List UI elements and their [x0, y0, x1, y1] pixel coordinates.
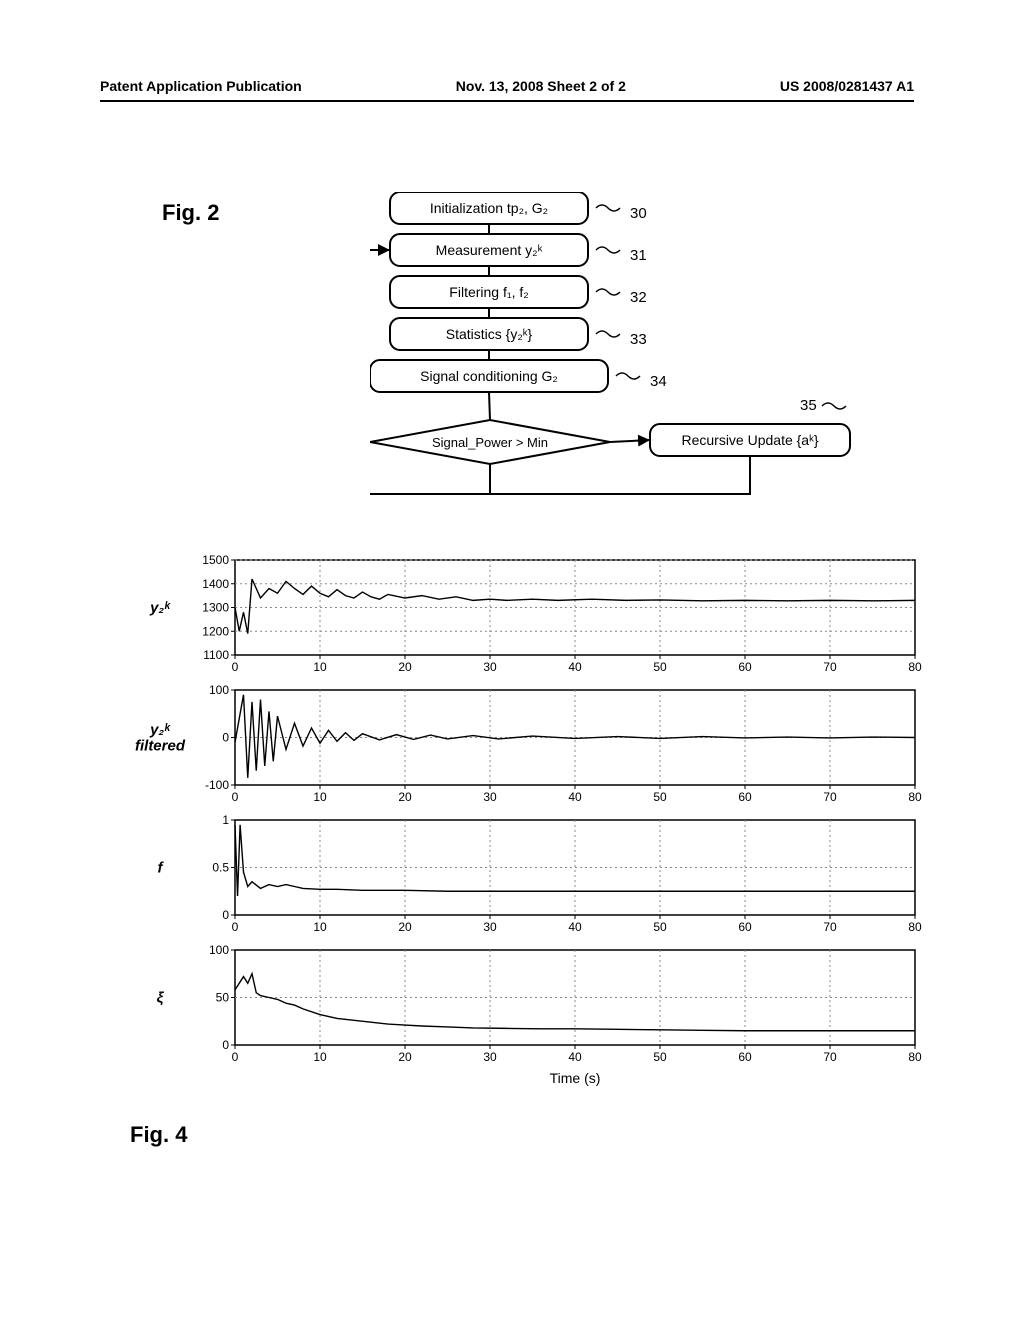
svg-text:40: 40 [568, 1050, 582, 1064]
svg-text:60: 60 [738, 1050, 752, 1064]
svg-text:1: 1 [222, 813, 229, 827]
svg-text:30: 30 [483, 1050, 497, 1064]
page-header: Patent Application Publication Nov. 13, … [100, 78, 914, 102]
svg-text:ξ: ξ [157, 990, 165, 1007]
svg-text:33: 33 [630, 331, 647, 348]
svg-text:70: 70 [823, 660, 837, 674]
svg-text:y₂ᵏ: y₂ᵏ [149, 600, 171, 617]
svg-text:32: 32 [630, 289, 647, 306]
svg-text:80: 80 [908, 790, 922, 804]
svg-text:30: 30 [483, 920, 497, 934]
svg-text:0.5: 0.5 [212, 861, 229, 875]
svg-text:f: f [158, 860, 165, 877]
figure-2-flowchart: Initialization tp₂, G₂ 30 Measurement y₂ᵏ 3… [370, 192, 890, 527]
svg-text:10: 10 [313, 790, 327, 804]
svg-text:100: 100 [209, 683, 229, 697]
svg-text:Measurement y₂ᵏ: Measurement y₂ᵏ [436, 242, 543, 258]
svg-text:31: 31 [630, 247, 647, 264]
svg-text:0: 0 [222, 908, 229, 922]
header-right: US 2008/0281437 A1 [780, 78, 914, 100]
svg-text:30: 30 [630, 205, 647, 222]
svg-text:1300: 1300 [202, 601, 229, 615]
svg-text:10: 10 [313, 1050, 327, 1064]
svg-text:0: 0 [232, 790, 239, 804]
svg-text:40: 40 [568, 920, 582, 934]
svg-text:0: 0 [232, 920, 239, 934]
header-center: Nov. 13, 2008 Sheet 2 of 2 [456, 78, 626, 100]
svg-text:80: 80 [908, 920, 922, 934]
svg-text:1200: 1200 [202, 624, 229, 638]
svg-text:60: 60 [738, 790, 752, 804]
svg-text:60: 60 [738, 660, 752, 674]
svg-text:1400: 1400 [202, 577, 229, 591]
svg-text:20: 20 [398, 920, 412, 934]
flowchart-svg: Initialization tp₂, G₂ 30 Measurement y₂ᵏ 3… [370, 192, 890, 522]
svg-text:70: 70 [823, 790, 837, 804]
page: Patent Application Publication Nov. 13, … [0, 0, 1024, 1320]
svg-text:35: 35 [800, 397, 817, 414]
svg-text:34: 34 [650, 373, 667, 390]
svg-text:80: 80 [908, 1050, 922, 1064]
svg-text:100: 100 [209, 943, 229, 957]
header-left: Patent Application Publication [100, 78, 302, 100]
svg-text:0: 0 [232, 1050, 239, 1064]
svg-text:60: 60 [738, 920, 752, 934]
svg-text:50: 50 [653, 920, 667, 934]
svg-text:Signal conditioning G₂: Signal conditioning G₂ [420, 368, 558, 384]
svg-text:50: 50 [653, 790, 667, 804]
svg-text:Initialization tp₂, G₂: Initialization tp₂, G₂ [430, 200, 548, 216]
svg-text:40: 40 [568, 790, 582, 804]
figure-2-label: Fig. 2 [162, 200, 219, 226]
svg-text:10: 10 [313, 920, 327, 934]
svg-text:20: 20 [398, 1050, 412, 1064]
svg-text:0: 0 [222, 1038, 229, 1052]
svg-text:80: 80 [908, 660, 922, 674]
svg-text:50: 50 [653, 660, 667, 674]
svg-text:30: 30 [483, 790, 497, 804]
svg-text:Signal_Power > Min: Signal_Power > Min [432, 435, 548, 450]
svg-text:70: 70 [823, 920, 837, 934]
svg-text:Time (s): Time (s) [550, 1070, 601, 1086]
figure-4-label: Fig. 4 [130, 1122, 187, 1148]
svg-text:1100: 1100 [203, 648, 229, 662]
svg-text:20: 20 [398, 790, 412, 804]
svg-text:40: 40 [568, 660, 582, 674]
svg-text:30: 30 [483, 660, 497, 674]
svg-text:50: 50 [216, 991, 230, 1005]
svg-text:20: 20 [398, 660, 412, 674]
svg-text:10: 10 [313, 660, 327, 674]
svg-text:1500: 1500 [202, 555, 229, 567]
svg-text:-100: -100 [205, 778, 229, 792]
svg-text:Statistics {y₂ᵏ}: Statistics {y₂ᵏ} [446, 326, 533, 342]
svg-text:Recursive Update {aᵏ}: Recursive Update {aᵏ} [681, 432, 818, 448]
svg-text:y₂ᵏ: y₂ᵏ [149, 722, 171, 739]
figure-4-charts: 1100120013001400150001020304050607080y₂ᵏ… [130, 555, 930, 1125]
svg-text:0: 0 [232, 660, 239, 674]
svg-text:70: 70 [823, 1050, 837, 1064]
svg-text:filtered: filtered [135, 738, 186, 755]
svg-text:0: 0 [222, 731, 229, 745]
svg-text:50: 50 [653, 1050, 667, 1064]
svg-text:Filtering f₁, f₂: Filtering f₁, f₂ [449, 284, 528, 300]
